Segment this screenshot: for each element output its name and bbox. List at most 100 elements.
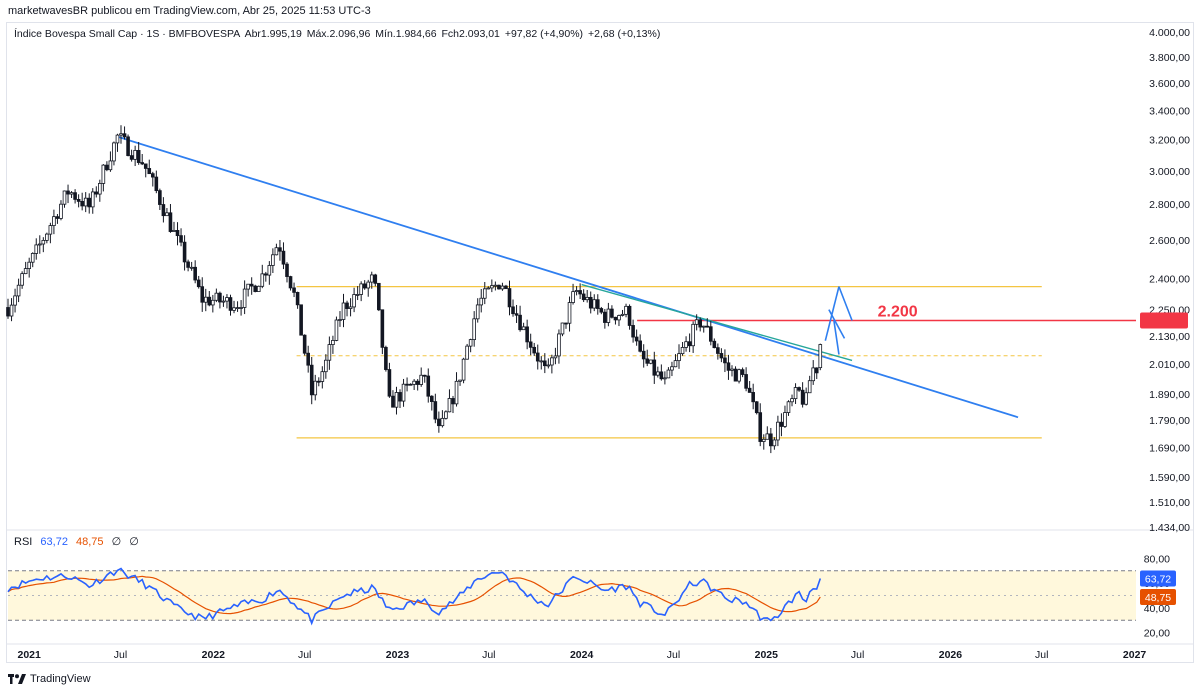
candle — [214, 288, 219, 303]
candle — [497, 284, 501, 290]
rsi-name[interactable]: RSI — [14, 536, 33, 548]
candle-body — [62, 190, 67, 205]
candle-body — [708, 326, 713, 342]
candle — [754, 401, 759, 415]
candle — [507, 280, 512, 316]
teal-trendline[interactable] — [581, 283, 853, 362]
candle — [377, 282, 381, 312]
candle-body — [433, 401, 438, 420]
candle-body — [126, 136, 130, 157]
candle-body — [535, 352, 540, 362]
chart-frame — [6, 22, 1194, 663]
candle — [338, 311, 342, 327]
rsi-tick-label: 20,00 — [1144, 628, 1170, 640]
candle-body — [454, 380, 459, 405]
candle-body — [800, 389, 805, 405]
candle-body — [172, 230, 176, 232]
candle-body — [274, 247, 279, 256]
candle-body — [387, 369, 392, 397]
candle — [811, 360, 816, 385]
candle — [543, 353, 547, 374]
candle — [716, 343, 720, 360]
candle — [758, 403, 763, 447]
candle-body — [182, 241, 187, 263]
candle-body — [373, 274, 378, 284]
projection-up-leg[interactable] — [824, 286, 840, 341]
candle-body — [161, 204, 166, 217]
candle-body — [634, 336, 639, 342]
candle — [150, 171, 155, 187]
candle-body — [94, 191, 99, 195]
candle-body — [557, 333, 561, 357]
projection-wave-a[interactable] — [833, 320, 840, 355]
candle-body — [468, 339, 473, 347]
candle-body — [140, 162, 145, 165]
candle — [69, 191, 74, 198]
candle-body — [6, 307, 10, 317]
candle — [680, 341, 685, 356]
candle-body — [599, 308, 604, 313]
candle — [179, 228, 183, 247]
time-tick-label: Jul — [114, 649, 127, 661]
candle-body — [119, 133, 123, 136]
candle — [458, 379, 462, 386]
candle — [415, 379, 420, 391]
candle-body — [475, 304, 480, 320]
candle-body — [98, 183, 102, 195]
candle-body — [186, 261, 190, 268]
candle-body — [613, 316, 618, 321]
candle — [105, 161, 109, 172]
candle — [218, 291, 222, 309]
candle — [200, 277, 205, 312]
candle — [380, 309, 385, 355]
candle — [352, 287, 356, 313]
symbol-title[interactable]: Índice Bovespa Small Cap · 1S · BMFBOVES… — [14, 28, 240, 40]
candle — [656, 366, 660, 378]
candle-body — [620, 313, 625, 316]
candle-body — [677, 353, 681, 362]
candle — [48, 222, 53, 244]
candle — [472, 311, 476, 347]
candle-body — [218, 292, 222, 303]
projection-down-leg[interactable] — [838, 286, 853, 321]
descending-trendline[interactable] — [117, 135, 1019, 419]
candle — [426, 368, 431, 403]
candle — [313, 374, 318, 401]
candle-body — [733, 368, 738, 382]
candle-body — [694, 319, 699, 325]
candle — [41, 237, 46, 253]
candle — [751, 383, 755, 410]
resistance-label: 2.200 — [878, 303, 918, 320]
candle — [345, 300, 349, 317]
candle — [73, 189, 77, 204]
candle — [34, 238, 39, 260]
candle — [454, 372, 459, 407]
candle-body — [514, 313, 519, 316]
candle-body — [260, 273, 265, 287]
candle-body — [309, 364, 314, 396]
candle-body — [59, 203, 63, 219]
candle-body — [479, 297, 484, 306]
candle — [790, 394, 794, 407]
candle-body — [105, 164, 109, 171]
candle — [341, 293, 346, 328]
candle — [168, 204, 173, 233]
footer-brand[interactable]: TradingView — [30, 673, 91, 685]
projection-wave-b[interactable] — [828, 309, 846, 339]
candle-body — [292, 287, 296, 293]
candle — [387, 362, 392, 398]
candle-body — [13, 295, 17, 306]
candle — [320, 366, 325, 389]
candle-body — [497, 284, 501, 290]
candle — [560, 322, 565, 337]
candle-body — [143, 163, 148, 169]
candle-body — [408, 383, 413, 386]
candle-body — [472, 318, 476, 341]
candle-body — [214, 292, 219, 301]
candle — [818, 343, 823, 371]
candle — [331, 335, 335, 354]
candle — [557, 329, 561, 364]
rsi-legend: RSI 63,72 48,75 ∅ ∅ — [14, 535, 139, 548]
candle — [451, 395, 455, 414]
